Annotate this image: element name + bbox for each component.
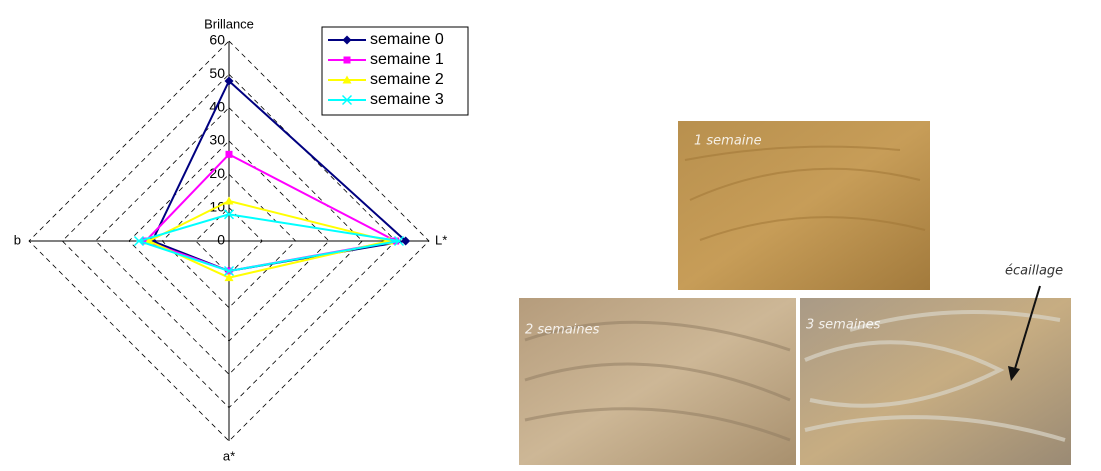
legend-label: semaine 1 [370,51,444,68]
wood-grain [684,145,926,241]
r-tick-label: 20 [209,165,225,181]
arrow [1013,285,1041,373]
r-tick-label: 50 [209,65,225,81]
marker [224,273,234,282]
r-tick-label: 0 [217,232,225,248]
marker [341,94,353,106]
marker [342,35,352,45]
arrow-head [1008,366,1020,381]
annotation: écaillage [1005,264,1063,279]
marker [144,236,154,245]
photos: 1 semaine 2 semaines 3 semaines écaillag… [519,121,1071,465]
axis-label: L* [435,232,447,247]
photo [800,298,1071,465]
photo-label: 1 semaine [694,134,762,149]
marker [133,235,145,247]
marker [223,265,235,277]
r-tick-label: 30 [209,132,225,148]
marker [343,56,351,64]
photo [519,298,796,465]
photo-label: 3 semaines [806,318,881,333]
photo-label: 2 semaines [525,323,600,338]
marker [342,75,352,84]
wood-grain [804,310,1066,442]
series-line [146,199,390,279]
marker [142,237,150,245]
legend-label: semaine 2 [370,71,444,88]
legend-label: semaine 0 [370,31,444,48]
wood-grain [524,320,791,442]
axis-label: Brillance [204,16,254,31]
axis-label: b [14,232,21,247]
marker [224,196,234,205]
r-tick-label: 60 [209,32,225,48]
marker [223,209,235,220]
marker [393,235,405,247]
marker [225,150,233,158]
legend-label: semaine 3 [370,91,444,108]
marker [401,236,411,246]
series-line [143,153,399,273]
marker [224,76,234,86]
axis-label: a* [223,448,235,463]
